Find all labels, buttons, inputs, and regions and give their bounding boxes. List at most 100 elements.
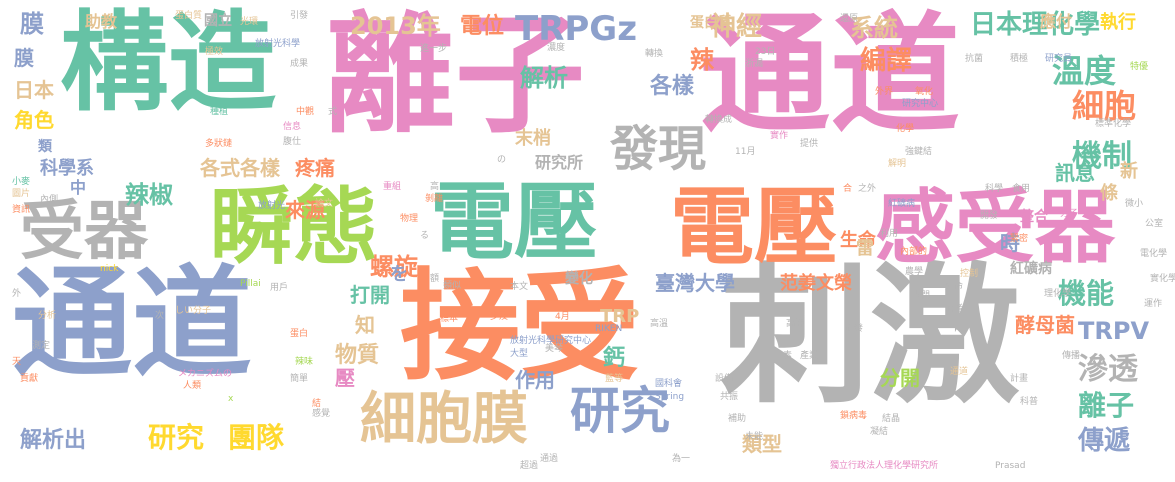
cloud-word: 傳遞	[1078, 426, 1131, 456]
cloud-word-small: 內部的	[900, 247, 928, 257]
cloud-word: 通道	[700, 0, 961, 151]
cloud-word: 辣椒	[125, 181, 173, 209]
cloud-word-small: 抗菌	[965, 54, 984, 64]
cloud-word: 整合	[1020, 209, 1048, 225]
cloud-word: 角色	[14, 108, 54, 132]
cloud-word-small: 計畫	[1010, 374, 1029, 384]
cloud-word-small: 極效	[205, 47, 224, 57]
cloud-word: 蛋白質	[690, 15, 732, 31]
cloud-word: 通道	[12, 255, 252, 394]
cloud-word: 解析出	[20, 428, 87, 453]
cloud-word-small: 辣味	[295, 357, 314, 367]
cloud-word-small: 電化學	[1140, 249, 1168, 259]
cloud-word-small: 未能	[745, 432, 764, 442]
cloud-word-small: 關閉	[912, 291, 931, 301]
cloud-word: 壓	[335, 366, 355, 390]
cloud-word: 知	[355, 313, 375, 337]
cloud-word: 研究	[148, 421, 205, 454]
cloud-word-small: 小麥	[12, 177, 31, 187]
cloud-word: 日本理化學	[970, 10, 1101, 40]
cloud-word-small: 剝離	[425, 194, 444, 204]
cloud-word-small: メカニズムの	[178, 369, 233, 379]
cloud-word-small: 高通	[786, 319, 805, 329]
cloud-word: 細胞	[1072, 87, 1137, 125]
cloud-word: 膜	[14, 46, 34, 70]
cloud-word-small: 公室	[1145, 219, 1164, 229]
cloud-word: 酵母菌	[1015, 313, 1075, 337]
cloud-word-small: 外界	[875, 87, 894, 97]
cloud-word: 時	[1000, 231, 1020, 255]
cloud-word-small: 放射光	[258, 201, 286, 211]
cloud-word-small: 標準化學	[1095, 119, 1132, 129]
cloud-word-small: 高溫	[650, 319, 669, 329]
cloud-word: 臺灣大學	[655, 271, 735, 295]
cloud-word-small: 轉換成	[705, 115, 733, 125]
cloud-word: 解析	[520, 64, 568, 92]
cloud-word-small: 種植	[210, 107, 229, 117]
cloud-word-small: 次	[155, 311, 165, 321]
cloud-word-small: 食用	[1012, 184, 1031, 194]
cloud-word-small: 人類	[183, 381, 202, 391]
cloud-word-small: 緊密	[1010, 234, 1029, 244]
cloud-word-small: 設備	[715, 374, 734, 384]
cloud-word: 類	[38, 139, 52, 155]
cloud-word: 細胞膜	[360, 387, 528, 452]
cloud-word-small: 引發	[290, 11, 309, 21]
cloud-word: 系統	[850, 14, 898, 42]
cloud-word-small: x	[228, 394, 234, 404]
cloud-word-small: 素	[783, 351, 793, 361]
cloud-word: 打開	[350, 283, 390, 307]
cloud-word: 機能	[1058, 277, 1115, 310]
cloud-word-small: 高	[430, 182, 440, 192]
cloud-word-small: 鎖病毒	[840, 411, 868, 421]
cloud-word: 新	[1120, 161, 1138, 182]
cloud-word-small: 開發	[980, 211, 999, 221]
cloud-word: 類型	[742, 432, 782, 456]
cloud-word-small: 步及	[490, 312, 509, 322]
cloud-word-small: 4月	[555, 312, 570, 322]
cloud-word-small: 國科會	[655, 379, 683, 389]
cloud-word: 末梢	[515, 128, 551, 149]
cloud-word: 條	[1100, 183, 1118, 204]
cloud-word: 電壓	[430, 173, 599, 271]
cloud-word-small: 為一	[672, 454, 691, 464]
cloud-word-small: 成果	[290, 59, 309, 69]
cloud-word-small: 之外	[858, 184, 877, 194]
cloud-word: 物質	[335, 343, 380, 368]
cloud-word-small: 標本	[440, 314, 459, 324]
cloud-word-small: 科學	[985, 184, 1004, 194]
cloud-word-small: しい分子	[175, 306, 212, 316]
cloud-word: 構造	[60, 1, 277, 126]
cloud-word: 螺旋	[370, 253, 418, 281]
cloud-word-small: 額	[430, 274, 440, 284]
cloud-word: 編譯	[860, 46, 913, 76]
cloud-word-small: nick	[100, 264, 119, 274]
cloud-word-small: 信息	[283, 122, 302, 132]
cloud-word-small: 濃度	[547, 43, 566, 53]
cloud-word-small: 多狀鏈	[205, 139, 233, 149]
cloud-word-small: 放射光科學研究中心	[510, 336, 592, 346]
cloud-word-small: 重組	[383, 182, 402, 192]
cloud-word: 訊息	[1055, 161, 1095, 185]
cloud-word: 神經	[710, 12, 763, 42]
cloud-word-small: 天	[12, 357, 22, 367]
cloud-word-small: 轉換	[645, 49, 664, 59]
cloud-word-small: 類似	[443, 281, 462, 291]
cloud-word: 膜	[20, 10, 44, 38]
cloud-word-small: 讀者	[945, 304, 964, 314]
cloud-word-small: Spring	[655, 392, 685, 402]
cloud-word: 電壓	[670, 178, 839, 276]
cloud-word: 離子	[1078, 389, 1135, 422]
cloud-word: 團隊	[228, 421, 285, 454]
cloud-word-small: 23日	[755, 47, 776, 57]
cloud-word-small: 提供	[800, 139, 819, 149]
cloud-word-small: 科普	[1020, 397, 1039, 407]
cloud-word-small: 資訊	[12, 205, 31, 215]
cloud-word-small: 美琴	[545, 344, 564, 354]
cloud-word-small: 結晶	[882, 414, 901, 424]
cloud-word-small: 論文	[315, 199, 334, 209]
cloud-word-small: 結	[312, 399, 322, 409]
cloud-word-small: 微小	[1125, 199, 1144, 209]
cloud-word-small: 簡單	[290, 374, 309, 384]
